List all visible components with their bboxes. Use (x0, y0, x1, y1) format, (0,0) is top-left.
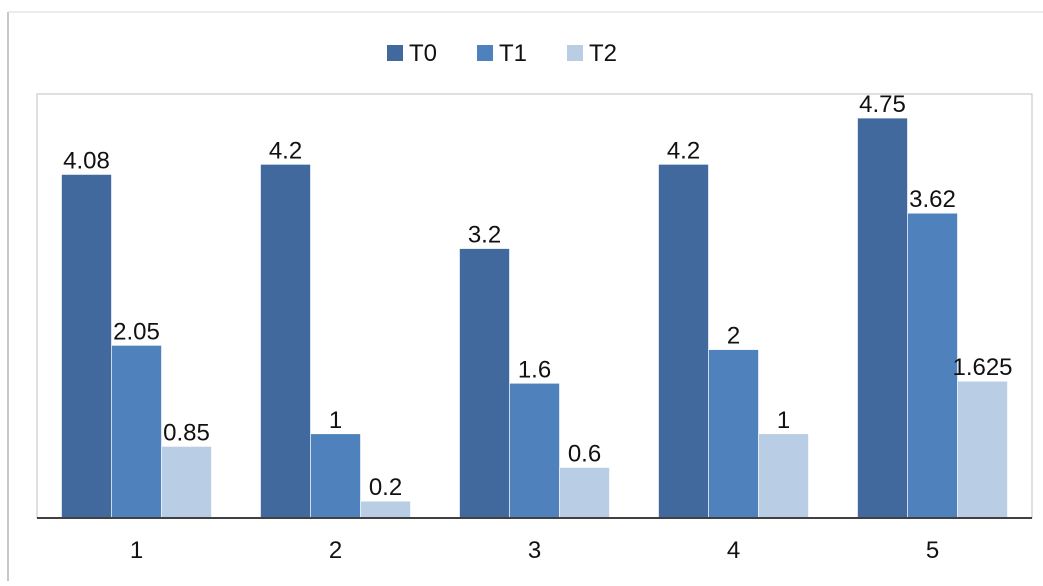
bar-t2-2 (360, 500, 411, 519)
x-tick-label-5: 5 (926, 537, 939, 564)
data-label-t1-2: 1 (329, 407, 342, 434)
bar-t1-4 (708, 349, 759, 519)
data-label-t1-5: 3.62 (909, 186, 956, 213)
legend-swatch-t1 (477, 45, 493, 61)
data-label-t0-2: 4.2 (269, 137, 302, 164)
data-label-t2-4: 1 (777, 407, 790, 434)
bar-t1-3 (509, 382, 560, 519)
bar-t2-4 (758, 433, 809, 519)
data-label-t0-1: 4.08 (63, 147, 110, 174)
bar-t2-3 (559, 467, 610, 519)
data-label-t1-1: 2.05 (113, 318, 160, 345)
legend-label-t0: T0 (409, 40, 437, 67)
data-label-t2-3: 0.6 (568, 440, 601, 467)
bar-t0-5 (857, 117, 908, 519)
bar-t0-1 (61, 174, 112, 519)
x-tick-label-1: 1 (130, 537, 143, 564)
bar-t0-3 (459, 248, 510, 519)
data-label-t1-3: 1.6 (518, 356, 551, 383)
legend-swatch-t0 (387, 45, 403, 61)
data-label-t2-2: 0.2 (369, 474, 402, 501)
legend: T0 T1 T2 (387, 40, 617, 67)
data-label-t2-5: 1.625 (952, 354, 1012, 381)
data-label-t2-1: 0.85 (163, 419, 210, 446)
x-tick-label-4: 4 (727, 537, 740, 564)
bar-t1-2 (310, 433, 361, 519)
legend-label-t1: T1 (499, 40, 527, 67)
bar-t0-4 (658, 164, 709, 519)
legend-label-t2: T2 (589, 40, 617, 67)
bar-t2-1 (161, 446, 212, 519)
bar-t1-1 (111, 345, 162, 519)
data-label-t1-4: 2 (727, 323, 740, 350)
x-tick-label-2: 2 (329, 537, 342, 564)
data-labels-group: 4.08 2.05 0.85 4.2 1 0.2 3.2 1.6 0.6 4.2 2 1 4.75 3.6… (63, 91, 1012, 501)
x-tick-labels-group: 1 2 3 4 5 (130, 537, 939, 564)
data-label-t0-4: 4.2 (667, 137, 700, 164)
legend-swatch-t2 (567, 45, 583, 61)
data-label-t0-3: 3.2 (468, 222, 501, 249)
x-tick-label-3: 3 (528, 537, 541, 564)
bars-group (61, 117, 1008, 519)
bar-t2-5 (957, 380, 1008, 519)
bar-t0-2 (260, 164, 311, 519)
data-label-t0-5: 4.75 (859, 91, 906, 118)
bar-t1-5 (907, 212, 958, 519)
